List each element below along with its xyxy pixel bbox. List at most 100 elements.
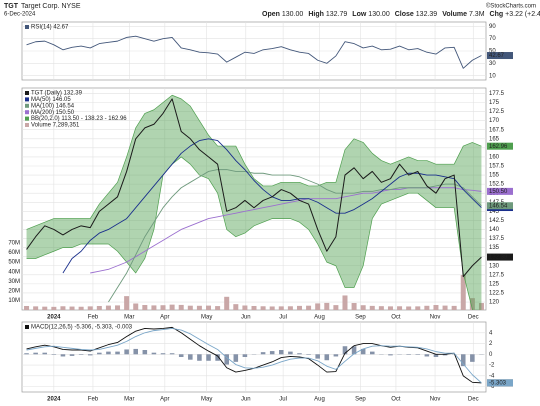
- volume-bar: [306, 305, 312, 310]
- volume-bar: [187, 305, 193, 310]
- x-tick-label: Aug: [314, 315, 325, 321]
- volume-bar: [60, 306, 66, 310]
- volume-bar: [433, 305, 439, 310]
- volume-bar: [369, 305, 375, 310]
- quote: Open 130.00 High 132.79 Low 130.00 Close 132.39…: [262, 11, 540, 18]
- value-tag: -5.303: [489, 380, 507, 386]
- y-tick-label: 145: [489, 209, 500, 215]
- legend-label: Volume 7,289,351: [31, 123, 80, 129]
- legend-label: TGT (Daily) 132.39: [31, 91, 83, 97]
- histogram-bar: [269, 351, 275, 355]
- volume-tick-label: 40M: [8, 269, 20, 275]
- volume-bar: [215, 306, 221, 310]
- histogram-bar: [151, 352, 157, 355]
- histogram-bar: [242, 354, 248, 357]
- volume-bar: [87, 306, 93, 310]
- histogram-bar: [406, 354, 411, 355]
- x-tick-label: 2024: [47, 315, 61, 321]
- price-line: [26, 98, 482, 278]
- y-tick-label: 140: [489, 227, 500, 233]
- y-tick-label: -6: [489, 384, 495, 390]
- x-tick-label: Jul: [279, 397, 287, 403]
- volume-bar: [124, 296, 130, 310]
- plot: [22, 322, 486, 392]
- x-tick-label: Mar: [124, 397, 134, 403]
- volume-bar: [115, 305, 121, 310]
- volume-bar: [460, 275, 466, 310]
- legend-swatch: [25, 91, 29, 95]
- x-tick-label: Jul: [279, 315, 287, 321]
- y-tick-label: 10: [489, 73, 496, 79]
- histogram-bar: [279, 350, 284, 355]
- y-tick-label: 175: [489, 100, 500, 106]
- legend-swatch: [25, 123, 29, 127]
- volume-tick-label: 20M: [8, 288, 20, 294]
- x-tick-label: Apr: [160, 397, 169, 403]
- quote-label: Open: [262, 11, 280, 18]
- y-tick-label: 120: [489, 300, 500, 306]
- legend-swatch: [25, 110, 29, 115]
- histogram-bar: [178, 354, 184, 357]
- volume-bar: [451, 305, 457, 310]
- volume-bar: [269, 306, 275, 310]
- quote-label: High: [308, 11, 324, 18]
- histogram-bar: [424, 354, 430, 357]
- volume-bar: [387, 306, 393, 310]
- histogram-bar: [188, 354, 193, 360]
- x-tick-label: Jun: [241, 315, 251, 321]
- plot: [22, 88, 486, 310]
- volume-bar: [478, 303, 484, 310]
- value-tag-box: [487, 379, 513, 387]
- x-tick-label: Sep: [355, 315, 366, 321]
- histogram-bar: [333, 354, 339, 357]
- histogram-bar: [224, 354, 229, 365]
- y-tick-label: 4: [489, 330, 493, 336]
- histogram-bar: [215, 354, 220, 361]
- volume-bar: [260, 306, 266, 310]
- volume-bar: [224, 296, 230, 310]
- value-tag: 162.96: [489, 144, 508, 150]
- x-tick-label: Feb: [88, 315, 99, 321]
- histogram-bar: [160, 353, 166, 355]
- plot: [22, 22, 486, 80]
- legend-label: MA(50) 146.05: [31, 97, 71, 103]
- quote-value: 132.39: [416, 11, 438, 18]
- volume-bar: [33, 306, 39, 310]
- x-tick-label: Aug: [314, 397, 325, 403]
- y-tick-label: -2: [489, 363, 495, 369]
- value-tag: 146.54: [489, 203, 508, 209]
- histogram-bar: [142, 350, 148, 355]
- x-tick-label: May: [201, 315, 212, 321]
- legend-label: BB(20,2.0) 113.50 - 138.23 - 162.96: [31, 116, 127, 122]
- volume-tick-label: 70M: [8, 241, 20, 247]
- legend-label: MA(100) 146.54: [31, 103, 75, 109]
- y-tick-label: 165: [489, 136, 500, 142]
- symbol: TGT: [4, 3, 19, 10]
- y-tick-label: 122.5: [489, 291, 505, 297]
- legend-swatch: [25, 116, 29, 121]
- x-tick-label: Dec: [468, 315, 479, 321]
- histogram-bar: [415, 354, 421, 355]
- y-tick-label: 157.5: [489, 164, 505, 170]
- bollinger-upper: [26, 94, 482, 230]
- histogram-bar: [87, 354, 93, 356]
- value-tag: 42.67: [489, 53, 505, 59]
- histogram-bar: [42, 352, 48, 355]
- volume-bar: [424, 305, 430, 310]
- x-tick-label: 2024: [47, 397, 61, 403]
- volume-bar: [296, 305, 302, 310]
- volume-bar: [133, 303, 139, 310]
- volume-bar: [251, 305, 257, 310]
- volume-bar: [378, 306, 384, 310]
- y-tick-label: 30: [489, 61, 496, 67]
- volume-tick-label: 30M: [8, 279, 20, 285]
- volume-bar: [142, 305, 148, 310]
- histogram-bar: [233, 354, 239, 362]
- volume-bar: [178, 304, 184, 310]
- volume-tick-label: 10M: [8, 298, 20, 304]
- histogram-bar: [106, 351, 111, 355]
- legend-label: MACD(12,26,5) -5.306, -5.303, -0.003: [31, 325, 133, 331]
- x-tick-label: Jun: [241, 397, 251, 403]
- volume-bar: [406, 306, 412, 310]
